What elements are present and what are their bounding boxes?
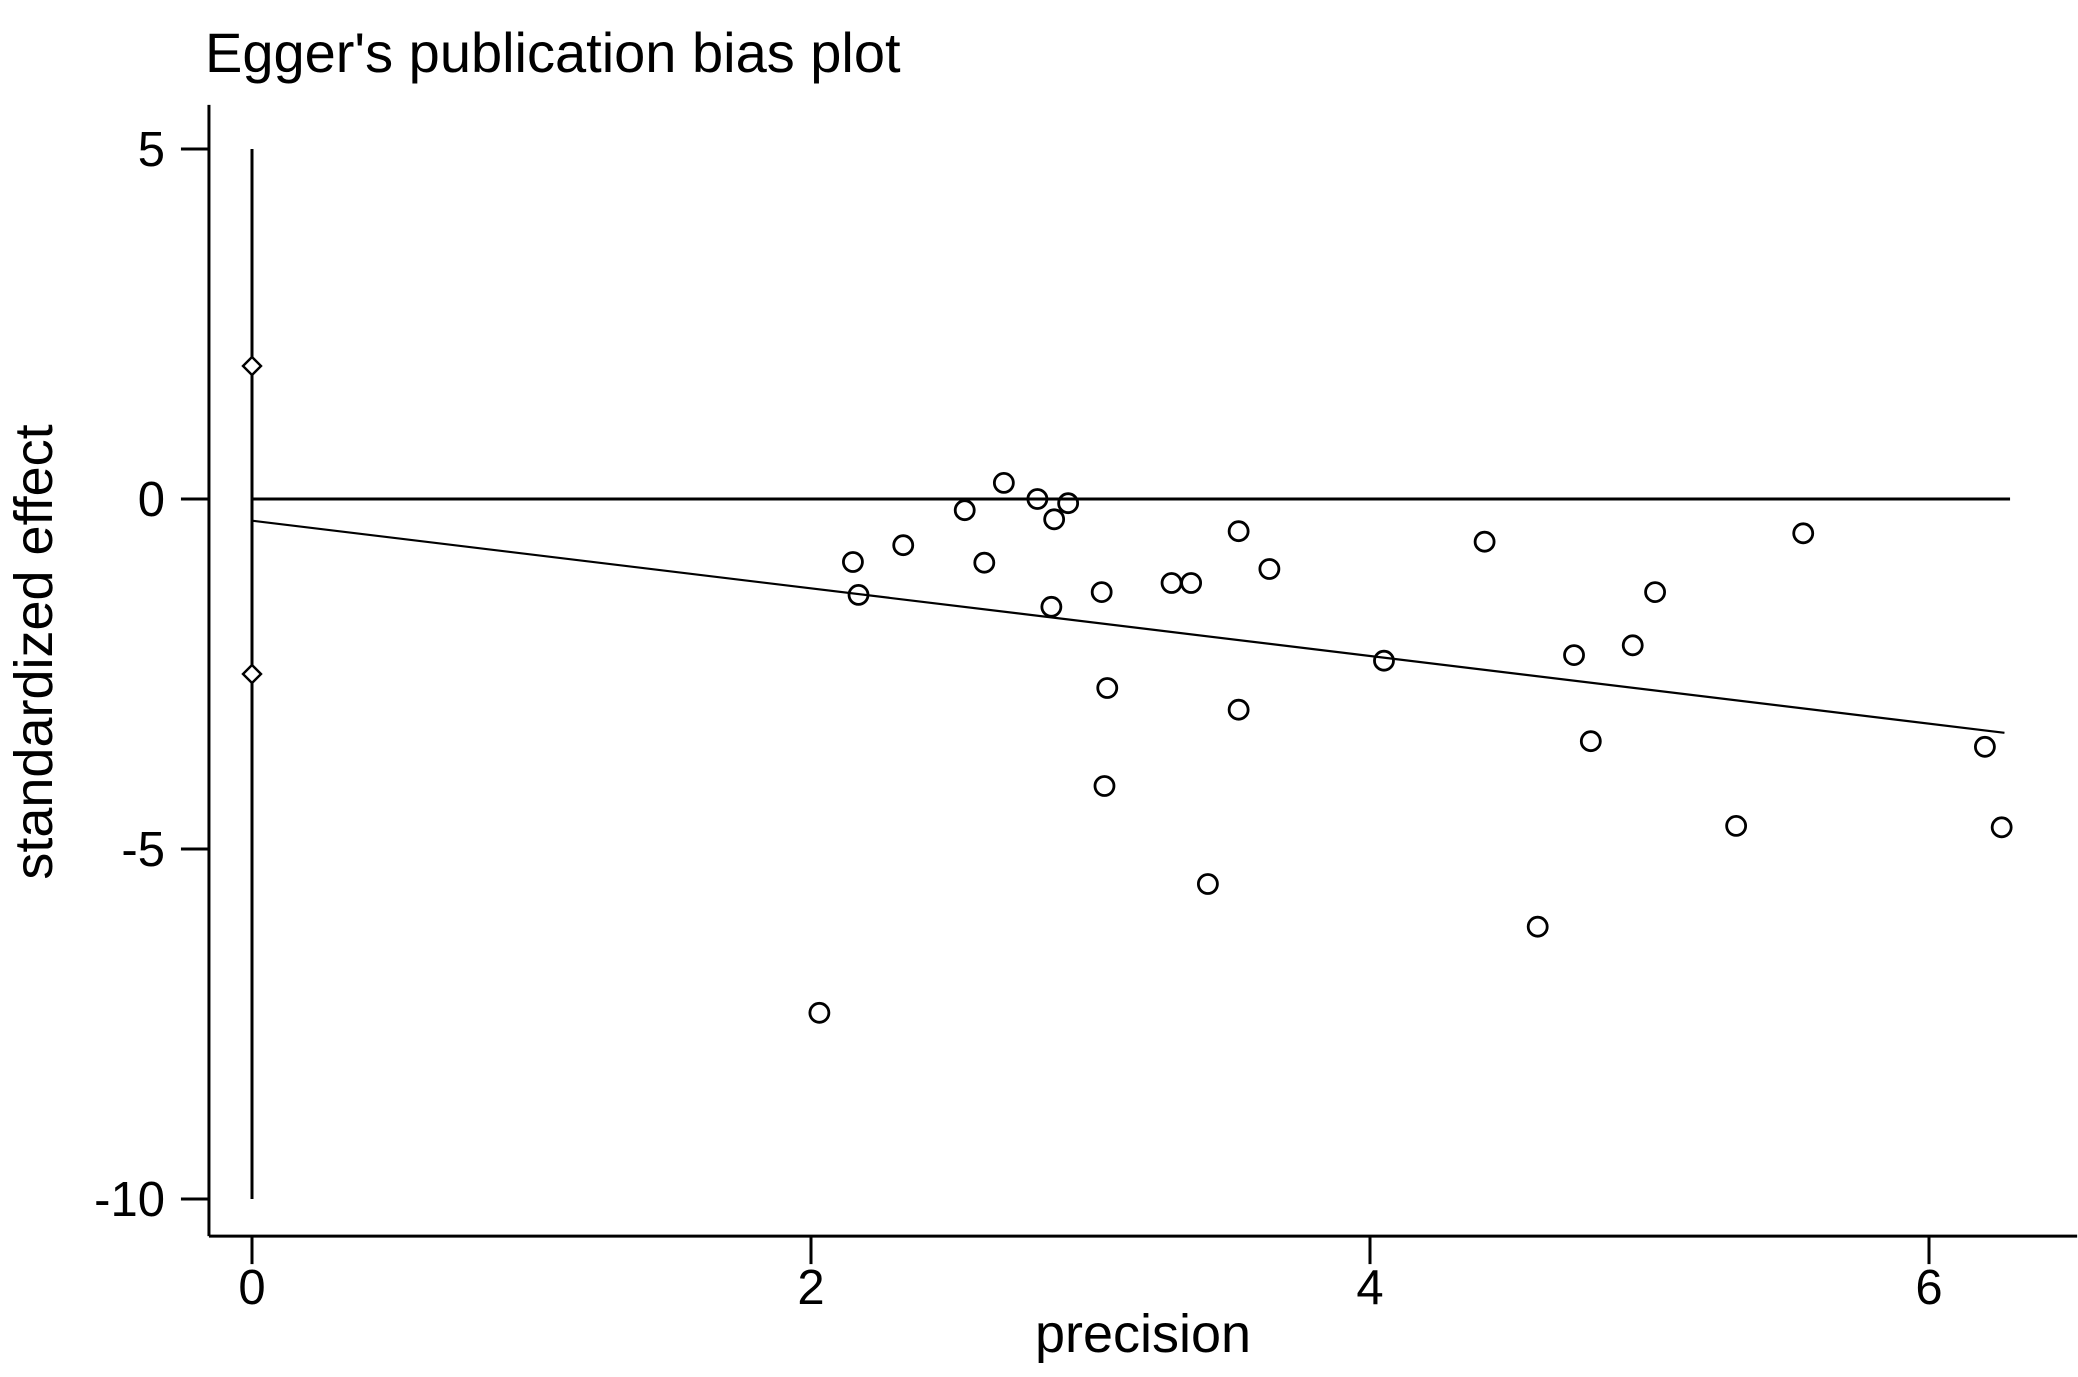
diamond-marker	[241, 355, 263, 377]
study-point	[953, 499, 976, 522]
study-point	[1160, 572, 1183, 594]
x-tick-label: 0	[238, 1261, 265, 1315]
study-point	[973, 551, 996, 574]
y-tick-label: 5	[138, 123, 165, 177]
chart-title: Egger's publication bias plot	[205, 21, 901, 84]
study-point	[1579, 730, 1602, 753]
study-point	[1725, 815, 1748, 837]
egger-regression-line	[251, 519, 2005, 734]
study-point	[1974, 735, 1996, 758]
study-point	[1227, 520, 1250, 543]
study-point	[992, 471, 1015, 494]
y-tick-label: 0	[138, 473, 165, 527]
study-point	[1526, 915, 1549, 938]
study-point	[1990, 816, 2013, 839]
study-point	[842, 551, 864, 573]
study-point	[808, 1001, 831, 1024]
study-point	[1258, 558, 1281, 580]
line-layer	[250, 149, 2011, 1199]
study-point	[1096, 677, 1119, 699]
x-axis-label: precision	[1035, 1304, 1251, 1364]
y-tick-label: -10	[94, 1173, 165, 1227]
diamond-marker	[241, 663, 263, 685]
x-tick-label: 6	[1915, 1261, 1942, 1315]
study-point	[1563, 644, 1585, 666]
study-point	[847, 584, 870, 606]
study-point	[1043, 508, 1066, 531]
study-point	[1057, 492, 1080, 515]
study-point	[1026, 488, 1049, 510]
study-point	[892, 534, 915, 557]
y-tick-label: -5	[121, 823, 165, 877]
study-point	[1196, 873, 1219, 895]
study-point	[1090, 581, 1113, 603]
study-point	[1644, 581, 1666, 603]
study-point	[1621, 634, 1644, 657]
study-point	[1180, 572, 1203, 594]
y-axis-label: standardized effect	[4, 424, 64, 879]
study-point	[1473, 530, 1496, 553]
study-point	[1040, 595, 1063, 618]
x-tick-label: 4	[1356, 1261, 1383, 1315]
study-point	[1227, 698, 1250, 721]
study-point	[1093, 775, 1116, 797]
study-point	[1373, 649, 1395, 672]
study-point	[1792, 522, 1815, 545]
x-tick-label: 2	[797, 1261, 824, 1315]
mark-layer	[241, 355, 2013, 1024]
axes-layer: 5 0 -5 -10 0 2 4 6	[94, 104, 2078, 1315]
